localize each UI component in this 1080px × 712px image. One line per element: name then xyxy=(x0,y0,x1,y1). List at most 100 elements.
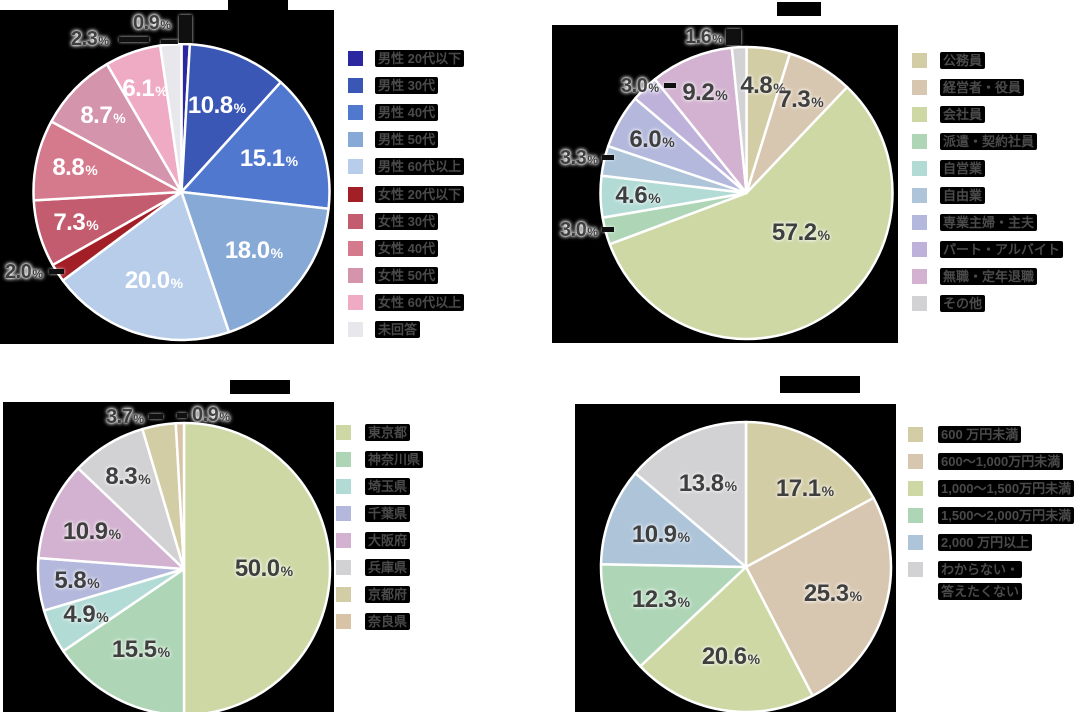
legend-item-occupation-経営者・役員: 経営者・役員 xyxy=(940,79,1025,96)
legend-item-occupation-公務員: 公務員 xyxy=(940,52,986,69)
legend-item-occupation-パート・アルバイト: パート・アルバイト xyxy=(940,241,1063,258)
slice-label-大阪府: 10.9% xyxy=(62,518,122,545)
legend-item-income-600 万円未満: 600 万円未満 xyxy=(938,426,1022,443)
legend-swatch-prefecture-埼玉県 xyxy=(336,479,351,494)
slice-callout-leader-自由業 xyxy=(602,155,614,160)
legend-swatch-income-2,000 万円以上 xyxy=(908,535,923,550)
pie-slice-gender-age-男性 60代以上 xyxy=(61,190,231,342)
slice-label-公務員: 4.8% xyxy=(740,72,786,99)
slice-callout-leader-パート・アルバイト xyxy=(664,83,676,88)
slice-label-女性 30代: 7.3% xyxy=(53,209,99,236)
legend-swatch-occupation-専業主婦・主夫 xyxy=(912,215,927,230)
legend-swatch-prefecture-奈良県 xyxy=(336,614,351,629)
slice-label-埼玉県: 4.9% xyxy=(63,601,109,628)
legend-swatch-gender-age-女性 50代 xyxy=(348,267,363,283)
legend-swatch-income-わからない・ xyxy=(908,562,923,577)
legend-swatch-gender-age-女性 60代以上 xyxy=(348,294,363,310)
legend-item-income-2,000 万円以上: 2,000 万円以上 xyxy=(938,534,1033,551)
pie-slice-prefecture-神奈川県 xyxy=(62,567,186,712)
legend-swatch-occupation-その他 xyxy=(912,296,927,311)
legend-item-occupation-自営業: 自営業 xyxy=(940,160,986,177)
slice-label-1,000〜1,500万円未満: 20.6% xyxy=(701,643,761,670)
legend-item-prefecture-東京都: 東京都 xyxy=(365,424,411,441)
legend-item-gender-age-女性 40代: 女性 40代 xyxy=(375,239,439,257)
legend-item-income-1,000〜1,500万円未満: 1,000〜1,500万円未満 xyxy=(938,480,1075,497)
legend-item-gender-age-男性 60代以上: 男性 60代以上 xyxy=(375,158,465,176)
legend-swatch-income-600〜1,000万円未満 xyxy=(908,454,923,469)
legend-swatch-gender-age-男性 60代以上 xyxy=(348,159,363,175)
slice-label-男性 60代以上: 20.0% xyxy=(124,267,184,294)
pie-slice-occupation-無職・定年退職 xyxy=(653,46,748,195)
slice-label-男性 50代: 18.0% xyxy=(224,237,284,264)
slice-callout-leader-未回答 xyxy=(119,37,149,42)
legend-item-prefecture-奈良県: 奈良県 xyxy=(365,613,411,630)
legend-item-occupation-その他: その他 xyxy=(940,295,986,312)
legend-swatch-occupation-自由業 xyxy=(912,188,927,203)
legend-item-occupation-自由業: 自由業 xyxy=(940,187,986,204)
pie-slice-gender-age-男性 30代 xyxy=(180,42,283,194)
legend-item-gender-age-男性 30代: 男性 30代 xyxy=(375,77,439,95)
legend-item-gender-age-男性 50代: 男性 50代 xyxy=(375,131,439,149)
slice-callout-label-男性 20代以下: 0.9% xyxy=(133,12,171,34)
slice-label-わからない・: 13.8% xyxy=(678,470,738,497)
legend-swatch-gender-age-男性 20代以下 xyxy=(348,51,363,66)
slice-callout-label-奈良県: 0.9% xyxy=(192,404,230,426)
slice-label-男性 40代: 15.1% xyxy=(239,145,299,172)
legend-item-gender-age-女性 20代以下: 女性 20代以下 xyxy=(375,185,465,203)
slice-label-兵庫県: 8.3% xyxy=(105,463,151,490)
pie-slice-income-600 万円未満 xyxy=(744,420,875,569)
pie-slice-income-1,500〜2,000万円未満 xyxy=(599,563,748,668)
slice-label-女性 40代: 8.8% xyxy=(52,154,98,181)
chart-income-title-redacted xyxy=(780,376,860,393)
pie-slice-prefecture-奈良県 xyxy=(174,421,186,571)
legend-swatch-gender-age-女性 30代 xyxy=(348,213,363,229)
slice-callout-label-パート・アルバイト: 3.0% xyxy=(621,75,659,97)
legend-swatch-occupation-自営業 xyxy=(912,161,927,176)
slice-callout-leader-男性 20代以下-1 xyxy=(179,15,192,43)
legend-item-occupation-会社員: 会社員 xyxy=(940,106,986,123)
pie-slice-prefecture-大阪府 xyxy=(37,467,186,571)
legend-swatch-prefecture-千葉県 xyxy=(336,506,351,521)
legend-swatch-prefecture-東京都 xyxy=(336,425,351,440)
legend-item-income-600〜1,000万円未満: 600〜1,000万円未満 xyxy=(938,453,1064,470)
legend-item-prefecture-埼玉県: 埼玉県 xyxy=(365,478,411,495)
pie-slice-income-600〜1,000万円未満 xyxy=(744,496,893,698)
legend-item-prefecture-兵庫県: 兵庫県 xyxy=(365,559,411,576)
legend-item-prefecture-千葉県: 千葉県 xyxy=(365,505,411,522)
chart-gender-age-title-redacted xyxy=(228,0,288,18)
slice-callout-label-自由業: 3.3% xyxy=(560,147,598,169)
legend-swatch-gender-age-男性 40代 xyxy=(348,105,363,121)
slice-label-自営業: 4.6% xyxy=(615,182,661,209)
legend-swatch-occupation-派遣・契約社員 xyxy=(912,134,927,149)
legend-item-prefecture-神奈川県: 神奈川県 xyxy=(365,451,424,468)
legend-swatch-income-1,000〜1,500万円未満 xyxy=(908,481,923,496)
legend-item-gender-age-女性 60代以上: 女性 60代以上 xyxy=(375,293,465,311)
legend-swatch-gender-age-女性 40代 xyxy=(348,240,363,256)
legend-item-gender-age-女性 50代: 女性 50代 xyxy=(375,266,439,284)
slice-callout-leader-女性 20代以下 xyxy=(49,269,64,274)
legend-swatch-prefecture-京都府 xyxy=(336,587,351,602)
pie-slice-income-1,000〜1,500万円未満 xyxy=(639,565,814,712)
legend-swatch-income-1,500〜2,000万円未満 xyxy=(908,508,923,523)
slice-callout-leader-その他 xyxy=(726,29,741,45)
slice-label-千葉県: 5.8% xyxy=(54,567,100,594)
slice-callout-label-派遣・契約社員: 3.0% xyxy=(560,219,598,241)
legend-item-income-1,500〜2,000万円未満: 1,500〜2,000万円未満 xyxy=(938,507,1075,524)
pie-slice-gender-age-男性 40代 xyxy=(180,80,331,210)
pie-slice-gender-age-女性 40代 xyxy=(32,120,183,202)
pie-slice-occupation-その他 xyxy=(730,45,748,195)
slice-callout-leader-派遣・契約社員 xyxy=(602,227,614,232)
slice-label-会社員: 57.2% xyxy=(771,219,831,246)
legend-item-prefecture-大阪府: 大阪府 xyxy=(365,532,411,549)
legend-swatch-prefecture-神奈川県 xyxy=(336,452,351,467)
slice-label-600〜1,000万円未満: 25.3% xyxy=(803,580,863,607)
legend-item-prefecture-京都府: 京都府 xyxy=(365,586,411,603)
slice-label-男性 30代: 10.8% xyxy=(187,92,247,119)
legend-swatch-prefecture-大阪府 xyxy=(336,533,351,548)
slice-label-1,500〜2,000万円未満: 12.3% xyxy=(631,586,691,613)
slice-label-無職・定年退職: 9.2% xyxy=(682,79,728,106)
slice-label-経営者・役員: 7.3% xyxy=(778,86,824,113)
legend-item-occupation-派遣・契約社員: 派遣・契約社員 xyxy=(940,133,1038,150)
